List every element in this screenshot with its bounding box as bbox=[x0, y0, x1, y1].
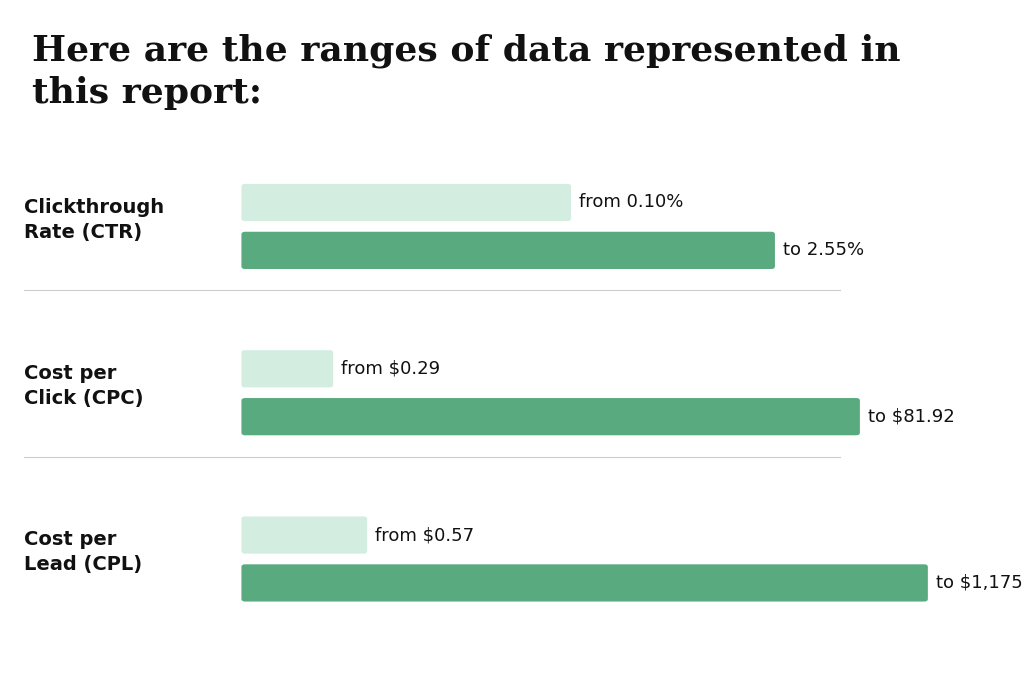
Text: from 0.10%: from 0.10% bbox=[579, 194, 683, 211]
Text: to $81.92: to $81.92 bbox=[867, 407, 954, 426]
Text: Here are the ranges of data represented in
this report:: Here are the ranges of data represented … bbox=[33, 33, 901, 110]
Text: from $0.57: from $0.57 bbox=[375, 526, 474, 544]
FancyBboxPatch shape bbox=[242, 232, 775, 269]
FancyBboxPatch shape bbox=[242, 350, 333, 388]
FancyBboxPatch shape bbox=[242, 517, 368, 553]
Text: Cost per
Click (CPC): Cost per Click (CPC) bbox=[24, 364, 143, 408]
Text: from $0.29: from $0.29 bbox=[341, 360, 440, 378]
Text: Clickthrough
Rate (CTR): Clickthrough Rate (CTR) bbox=[24, 198, 164, 242]
FancyBboxPatch shape bbox=[242, 564, 928, 602]
FancyBboxPatch shape bbox=[242, 398, 860, 435]
Text: Cost per
Lead (CPL): Cost per Lead (CPL) bbox=[24, 530, 142, 574]
Text: to 2.55%: to 2.55% bbox=[782, 241, 863, 259]
Text: to $1,175: to $1,175 bbox=[936, 574, 1022, 592]
FancyBboxPatch shape bbox=[242, 184, 571, 221]
